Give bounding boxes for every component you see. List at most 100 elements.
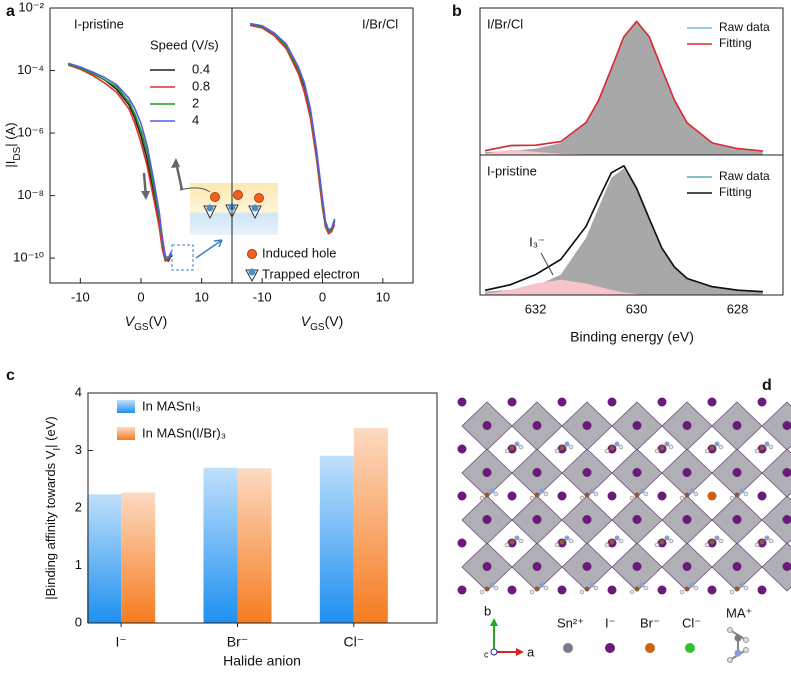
annotation-leader	[541, 253, 553, 275]
atom	[583, 468, 592, 477]
y-axis-label-part: |Binding affinity towards V	[43, 450, 58, 599]
ma-n	[665, 536, 670, 541]
atom	[683, 515, 692, 524]
atom	[533, 515, 542, 524]
ma-c	[635, 587, 640, 592]
x-tick-label: 632	[525, 301, 547, 316]
ma-c	[760, 540, 765, 545]
panel-label: d	[762, 377, 772, 394]
ma-h	[619, 445, 623, 449]
legend-text: I⁻	[605, 615, 615, 630]
ma-n	[715, 442, 720, 447]
ma-h	[705, 449, 709, 453]
y-axis-label: |Binding affinity towards VI| (eV)	[43, 416, 63, 599]
ma-h	[505, 449, 509, 453]
legend-text: In MASn(I/Br)₃	[142, 425, 226, 440]
ma-n	[540, 489, 545, 494]
ma-h	[519, 539, 523, 543]
ma-h	[619, 539, 623, 543]
ma-h	[544, 586, 548, 590]
atom	[483, 468, 492, 477]
ma-h	[744, 586, 748, 590]
ma-n	[565, 442, 570, 447]
ma-c	[585, 493, 590, 498]
y-axis-label-part: | (A)	[3, 122, 18, 146]
ma-c	[485, 493, 490, 498]
ma-h	[719, 445, 723, 449]
ma-n	[515, 442, 520, 447]
atom	[483, 515, 492, 524]
atom	[758, 398, 767, 407]
ma-h	[730, 496, 734, 500]
atom	[558, 492, 567, 501]
ma-n	[590, 489, 595, 494]
ma-h	[594, 492, 598, 496]
axis-label: c	[484, 649, 489, 659]
atom	[458, 539, 467, 548]
atom	[533, 562, 542, 571]
ma-n	[690, 583, 695, 588]
legend-title: Speed (V/s)	[150, 37, 219, 52]
atom	[558, 586, 567, 595]
x-axis-label-part: GS	[310, 322, 325, 333]
ma-c	[585, 587, 590, 592]
inset-schematic	[141, 158, 278, 281]
atom	[683, 468, 692, 477]
axis-label: b	[484, 603, 491, 618]
atom	[658, 492, 667, 501]
ma-n	[565, 536, 570, 541]
ma-c	[685, 493, 690, 498]
atom	[608, 398, 617, 407]
ma-c	[510, 540, 515, 545]
atom	[708, 586, 717, 595]
ma-n	[640, 489, 645, 494]
x-tick-label: -10	[253, 289, 272, 304]
legend-text: Cl⁻	[682, 615, 701, 630]
ma-h	[705, 543, 709, 547]
ma-n	[715, 536, 720, 541]
ma-c	[660, 540, 665, 545]
chart-title: I-pristine	[74, 16, 124, 31]
x-tick-label: 630	[626, 301, 648, 316]
atom	[608, 586, 617, 595]
atom	[483, 421, 492, 430]
ma-n	[740, 583, 745, 588]
x-tick-label: Br⁻	[227, 634, 248, 650]
ma-h	[719, 539, 723, 543]
legend-text: Raw data	[719, 20, 770, 34]
ma-h	[755, 543, 759, 547]
bar	[354, 428, 388, 623]
ma-n	[490, 489, 495, 494]
ma-h	[630, 590, 634, 594]
ma-c	[660, 446, 665, 451]
ma-h	[669, 445, 673, 449]
atom	[458, 586, 467, 595]
ma-c	[485, 587, 490, 592]
legend-text: MA⁺	[726, 605, 752, 620]
ma-n	[540, 583, 545, 588]
ma-h	[655, 543, 659, 547]
x-axis-label-part: (V)	[325, 313, 344, 329]
ma-h	[630, 496, 634, 500]
ma-h	[694, 492, 698, 496]
legend-swatch	[117, 427, 135, 440]
ma-h	[480, 590, 484, 594]
atom	[583, 515, 592, 524]
chart-title: I-pristine	[487, 163, 537, 178]
ma-h	[605, 543, 609, 547]
ma-h	[530, 590, 534, 594]
atom	[658, 586, 667, 595]
ma-h	[569, 539, 573, 543]
ma-h	[694, 586, 698, 590]
inset-legend: Trapped electron	[262, 266, 360, 281]
legend-text: Raw data	[719, 169, 770, 183]
x-tick-label: I⁻	[116, 634, 127, 650]
axis-label: a	[527, 644, 535, 659]
ma-h	[644, 492, 648, 496]
x-tick-label: 0	[137, 289, 144, 304]
atom	[458, 398, 467, 407]
ma-h	[555, 449, 559, 453]
legend-text: 0.8	[192, 78, 210, 93]
panel-label: b	[452, 3, 462, 20]
